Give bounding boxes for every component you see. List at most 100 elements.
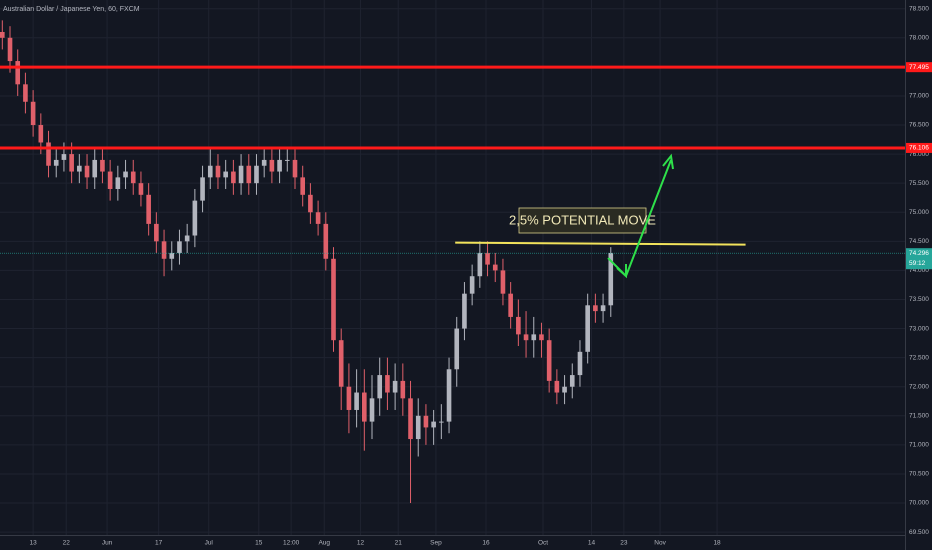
- candle-body: [523, 334, 529, 341]
- x-tick-label: 22: [63, 540, 71, 547]
- candle-body: [369, 398, 375, 422]
- candle-body: [246, 165, 252, 184]
- level-label-bg: [906, 62, 932, 73]
- candle-body: [516, 316, 521, 335]
- y-tick-label: 76.000: [909, 151, 929, 158]
- x-tick-label: 12:00: [283, 540, 300, 547]
- candle-body: [192, 200, 198, 236]
- candle-body: [61, 154, 67, 160]
- candle-body: [554, 380, 560, 393]
- candle-body: [30, 101, 36, 126]
- candle-body: [223, 171, 228, 178]
- candle-body: [385, 375, 390, 393]
- candle-body: [477, 252, 483, 277]
- y-tick-label: 71.000: [909, 442, 929, 449]
- candle-body: [392, 380, 398, 393]
- y-tick-label: 78.500: [909, 5, 929, 12]
- candle-body: [362, 392, 367, 422]
- y-tick-label: 73.000: [909, 325, 929, 332]
- candle-body: [161, 241, 167, 259]
- x-tick-label: Nov: [654, 540, 666, 547]
- candle-body: [15, 61, 21, 85]
- candle-body: [261, 159, 267, 166]
- x-tick-label: 13: [30, 540, 38, 547]
- candle-body: [69, 154, 74, 172]
- candle-body: [92, 159, 98, 178]
- candle-body: [38, 125, 44, 143]
- x-tick-label: 18: [713, 540, 721, 547]
- candle-body: [346, 386, 352, 410]
- candle-body: [130, 171, 136, 184]
- candle-body: [454, 328, 460, 370]
- candle-body: [300, 177, 306, 195]
- x-tick-label: 21: [395, 540, 403, 547]
- candle-body: [462, 293, 467, 329]
- candle-body: [84, 165, 90, 178]
- y-tick-label: 69.500: [909, 529, 929, 536]
- candle-body: [508, 293, 513, 317]
- y-tick-label: 72.500: [909, 354, 929, 361]
- candle-body: [177, 241, 182, 253]
- candle-body: [231, 171, 236, 184]
- candle-body: [169, 252, 175, 259]
- candle-body: [531, 334, 537, 341]
- last-price-label: 74.296: [909, 250, 929, 257]
- candle-body: [546, 340, 552, 381]
- candle-body: [254, 165, 259, 184]
- candle-body: [415, 415, 421, 440]
- candle-body: [608, 252, 614, 306]
- countdown-label: 59:12: [909, 260, 926, 267]
- y-tick-label: 77.000: [909, 93, 929, 100]
- candle-body: [423, 415, 429, 428]
- candle-body: [308, 194, 313, 213]
- x-tick-label: Aug: [318, 540, 330, 547]
- candle-body: [539, 334, 544, 341]
- candle-body: [354, 392, 359, 410]
- candle-body: [154, 223, 159, 242]
- candle-body: [331, 258, 336, 341]
- candle-body: [107, 171, 113, 189]
- candle-body: [115, 177, 121, 189]
- candle-body: [184, 235, 190, 242]
- candle-body: [238, 165, 244, 184]
- y-tick-label: 75.500: [909, 180, 929, 187]
- candle-body: [439, 421, 444, 423]
- candle-body: [53, 159, 59, 166]
- overlays: [0, 65, 905, 254]
- candle-body: [292, 159, 298, 178]
- candle-body: [0, 31, 5, 38]
- projection-arrows: [607, 153, 674, 279]
- candle-body: [500, 270, 506, 294]
- x-tick-label: 12: [357, 540, 365, 547]
- x-tick-label: 23: [620, 540, 628, 547]
- candle-body: [200, 177, 205, 201]
- annotation-box: [518, 207, 647, 234]
- x-tick-label: Oct: [538, 540, 548, 547]
- candle-body: [485, 252, 490, 265]
- y-tick-label: 70.500: [909, 471, 929, 478]
- candle-body: [100, 159, 105, 172]
- arrow-head: [662, 153, 674, 170]
- candle-body: [569, 375, 575, 387]
- last-price-bg: [906, 248, 932, 270]
- candle-body: [7, 37, 13, 62]
- level-label-bg: [906, 142, 932, 153]
- candle-body: [23, 84, 28, 102]
- x-tick-label: 15: [255, 540, 263, 547]
- x-tick-label: 17: [155, 540, 163, 547]
- x-tick-label: 16: [482, 540, 490, 547]
- candle-body: [46, 142, 51, 166]
- candle-body: [323, 223, 329, 259]
- y-tick-label: 72.000: [909, 383, 929, 390]
- candle-body: [123, 171, 128, 178]
- candle-body: [338, 340, 344, 387]
- candle-body: [492, 264, 498, 271]
- x-tick-label: 14: [588, 540, 596, 547]
- candle-body: [593, 305, 598, 312]
- candle-body: [408, 398, 413, 440]
- candle-body: [284, 159, 290, 161]
- candle-body: [431, 421, 436, 428]
- candle-body: [562, 386, 567, 393]
- candle-body: [577, 351, 583, 376]
